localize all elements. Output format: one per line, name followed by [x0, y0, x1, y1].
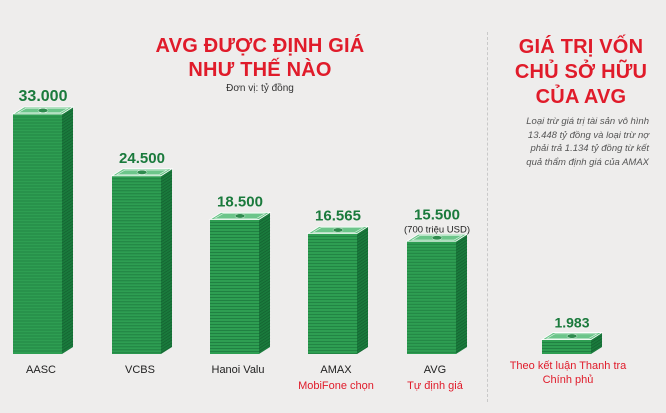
right-title-line-3: CỦA AVG	[535, 86, 627, 108]
right-note-line-3: phải trả 1.134 tỷ đồng từ kết	[530, 143, 649, 154]
equity-category-line-1: Theo kết luận Thanh tra	[510, 360, 627, 372]
money-stack-2	[110, 168, 174, 354]
left-title-line-1: AVG ĐƯỢC ĐỊNH GIÁ	[155, 35, 365, 57]
right-title-line-2: CHỦ SỞ HỮU	[514, 61, 648, 83]
category-label-2: VCBS	[125, 364, 155, 376]
category-label-5: AVG	[424, 364, 446, 376]
category-sublabel-5: Tự định giá	[407, 380, 464, 392]
right-note-line-1: Loại trừ giá trị tài sản vô hình	[526, 116, 649, 127]
right-note: Loại trừ giá trị tài sản vô hình 13.448 …	[490, 115, 649, 169]
value-label-2: 24.500	[119, 150, 165, 167]
value-label-equity: 1.983	[554, 315, 589, 331]
right-title-line-1: GIÁ TRỊ VỐN	[518, 36, 644, 58]
category-sublabel-4: MobiFone chọn	[298, 380, 374, 392]
money-stack-5	[405, 233, 469, 354]
money-stack-3	[208, 212, 272, 354]
right-note-line-4: quả thẩm định giá của AMAX	[526, 156, 649, 168]
section-divider	[487, 32, 488, 402]
money-stack-1	[11, 106, 75, 354]
equity-category-line-2: Chính phủ	[543, 374, 594, 386]
value-label-3: 18.500	[217, 193, 263, 210]
value-label-4: 16.565	[315, 208, 361, 225]
right-note-line-2: 13.448 tỷ đồng và loại trừ nợ	[527, 129, 649, 141]
category-label-1: AASC	[26, 364, 56, 376]
value-label-5: 15.500	[414, 206, 460, 223]
category-label-4: AMAX	[320, 364, 352, 376]
unit-label: Đơn vị: tỷ đồng	[226, 83, 294, 94]
value-label-1: 33.000	[19, 88, 68, 105]
category-label-3: Hanoi Valu	[212, 364, 265, 376]
left-title-line-2: NHƯ THẾ NÀO	[188, 59, 332, 81]
money-stack-4	[306, 226, 370, 354]
money-stack-equity	[540, 332, 604, 354]
annotation-5: (700 triệu USD)	[404, 224, 470, 235]
